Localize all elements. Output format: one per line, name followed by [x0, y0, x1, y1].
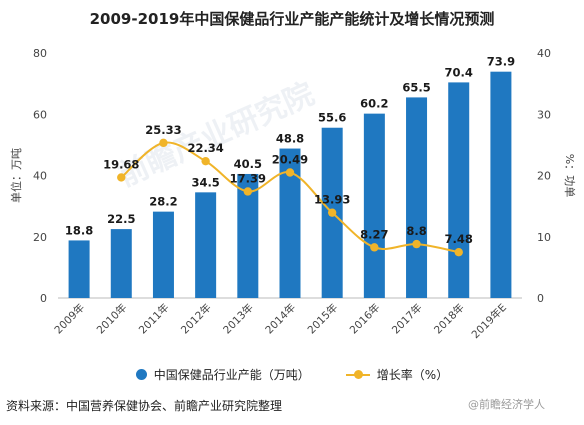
x-tick-label: 2009年: [52, 301, 88, 337]
chart-area: 0 20 40 60 80 0 10 20 30 40 单位：万吨 %：功单 18.8 22.5 28.2 3…: [9, 47, 576, 341]
growth-point: [327, 208, 337, 217]
growth-value-label: 25.33: [145, 123, 181, 137]
y-left-tick-label: 0: [40, 292, 47, 305]
x-tick-label: 2013年: [220, 301, 256, 337]
bar-value-label: 60.2: [360, 97, 388, 111]
growth-value-label: 8.8: [406, 224, 426, 238]
growth-point: [412, 239, 421, 249]
bar-value-label: 34.5: [191, 175, 219, 189]
growth-point: [454, 247, 463, 257]
bar-value-label: 18.8: [65, 223, 93, 237]
growth-value-label: 19.68: [103, 157, 139, 171]
x-tick-label: 2015年: [305, 301, 341, 337]
legend-line-swatch: [345, 369, 370, 380]
bar: [195, 192, 217, 298]
bar-value-label: 48.8: [276, 132, 304, 146]
growth-value-label: 22.34: [187, 141, 223, 155]
y-right-tick-label: 40: [537, 47, 551, 60]
bar: [406, 97, 428, 298]
bar-value-label: 40.5: [234, 157, 262, 171]
bar: [279, 148, 301, 298]
bar-value-label: 55.6: [318, 111, 346, 125]
y-left-tick-label: 20: [33, 231, 47, 244]
bar-value-label: 73.9: [487, 55, 515, 69]
bar-value-label: 28.2: [149, 195, 177, 209]
x-tick-label: 2012年: [178, 301, 214, 337]
legend: 中国保健品行业产能（万吨） 增长率（%）: [0, 364, 584, 384]
growth-value-label: 20.49: [272, 152, 308, 166]
x-tick-label: 2019年E: [469, 301, 509, 341]
y-right-axis-title: %：功单: [563, 154, 576, 197]
watermark: @前瞻经济学人: [468, 398, 545, 411]
x-tick-label: 2014年: [263, 301, 299, 337]
x-tick-label: 2018年: [431, 301, 467, 337]
growth-value-label: 7.48: [445, 232, 473, 246]
source-note: 资料来源：中国营养保健协会、前瞻产业研究院整理: [6, 399, 283, 413]
growth-point: [117, 173, 126, 182]
bar: [152, 211, 174, 298]
x-tick-label: 2017年: [389, 301, 425, 337]
y-left-tick-label: 80: [33, 47, 47, 60]
growth-value-label: 17.39: [230, 171, 266, 185]
chart-title: 2009-2019年中国保健品行业产能产能统计及增长情况预测: [89, 10, 495, 28]
growth-point: [243, 187, 253, 196]
growth-point: [285, 168, 295, 177]
legend-label-growth: 增长率（%）: [376, 367, 449, 382]
x-tick-label: 2016年: [347, 301, 383, 337]
bar: [68, 240, 90, 298]
x-tick-label: 2011年: [136, 301, 172, 337]
growth-value-label: 8.27: [360, 227, 388, 241]
growth-value-label: 13.93: [314, 193, 350, 207]
bar: [490, 71, 512, 299]
y-right-tick-label: 0: [537, 292, 544, 305]
growth-point: [201, 156, 210, 166]
legend-bar-swatch: [135, 368, 147, 380]
y-right-tick-label: 10: [537, 231, 551, 244]
bar: [448, 82, 470, 299]
legend-item-capacity: 中国保健品行业产能（万吨）: [135, 366, 310, 383]
y-left-tick-label: 60: [33, 108, 47, 121]
legend-label-capacity: 中国保健品行业产能（万吨）: [153, 367, 310, 382]
growth-point: [159, 138, 168, 148]
bar-value-label: 22.5: [107, 212, 135, 226]
growth-point: [370, 243, 379, 252]
y-left-axis-title: 单位：万吨: [9, 148, 23, 203]
y-right-tick-label: 30: [537, 108, 551, 121]
legend-item-growth: 增长率（%）: [345, 366, 449, 383]
bar: [237, 173, 259, 298]
x-tick-label: 2010年: [94, 301, 130, 337]
y-left-tick-label: 40: [33, 170, 47, 183]
bar-value-label: 70.4: [445, 65, 473, 79]
bar: [363, 113, 385, 298]
y-right-tick-label: 20: [537, 170, 551, 183]
bar: [110, 229, 132, 298]
bar-value-label: 65.5: [402, 80, 430, 94]
